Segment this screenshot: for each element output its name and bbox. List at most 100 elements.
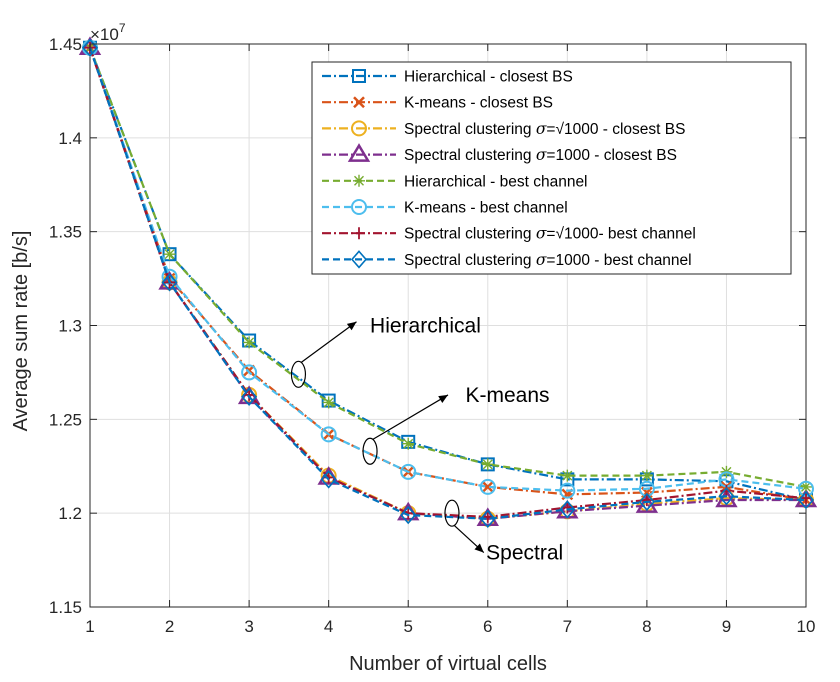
x-tick-label-7: 8 bbox=[642, 617, 651, 636]
legend-label-suffix-6: =√1000- best channel bbox=[546, 226, 695, 243]
series-7-point-7 bbox=[638, 492, 655, 512]
series-4-point-2 bbox=[243, 336, 256, 349]
series-7-point-0 bbox=[81, 38, 99, 57]
y-exponent-label: ×107 bbox=[90, 21, 126, 44]
series-6-point-5 bbox=[481, 510, 494, 523]
annotation-1: K-means bbox=[362, 384, 550, 465]
series-line-6 bbox=[88, 47, 807, 519]
annotation-ellipse-2 bbox=[444, 499, 460, 527]
annotation-0: Hierarchical bbox=[290, 315, 481, 388]
x-tick-label-1: 2 bbox=[165, 617, 174, 636]
legend-label-text-1: K-means - closest BS bbox=[404, 95, 553, 112]
legend-label-sigma-7: σ bbox=[536, 251, 547, 269]
legend-label-suffix-2: =√1000 - closest BS bbox=[546, 121, 685, 138]
legend-item-2: Spectral clustering σ=√1000 - closest BS bbox=[322, 120, 685, 138]
x-tick-label-3: 4 bbox=[324, 617, 333, 636]
legend-marker-2 bbox=[351, 120, 367, 137]
legend-label-text-6: Spectral clustering bbox=[404, 226, 536, 243]
legend-label-text-7: Spectral clustering bbox=[404, 252, 536, 269]
legend-label-0: Hierarchical - closest BS bbox=[404, 69, 573, 86]
series-5-point-6 bbox=[559, 482, 576, 499]
legend-item-4: Hierarchical - best channel bbox=[322, 173, 588, 190]
annotation-text-1: K-means bbox=[466, 384, 550, 407]
series-7-point-6 bbox=[559, 500, 576, 519]
x-tick-label-0: 1 bbox=[85, 617, 94, 636]
series-7-point-3 bbox=[320, 470, 337, 489]
y-tick-label-4: 1.35 bbox=[49, 223, 82, 242]
series-7-point-4 bbox=[400, 505, 417, 525]
series-4-point-5 bbox=[481, 458, 494, 471]
x-axis-label: Number of virtual cells bbox=[349, 653, 547, 675]
annotation-arrowhead-0 bbox=[346, 321, 357, 331]
series-line-5 bbox=[88, 47, 807, 492]
series-5-point-3 bbox=[320, 426, 337, 443]
legend-item-6: Spectral clustering σ=√1000- best channe… bbox=[322, 225, 696, 243]
legend-label-text-4: Hierarchical - best channel bbox=[404, 173, 588, 190]
series-1-point-5 bbox=[481, 481, 494, 493]
x-tick-label-4: 5 bbox=[403, 617, 412, 636]
series-5 bbox=[82, 39, 814, 499]
series-6-point-9 bbox=[800, 492, 812, 505]
legend-label-6: Spectral clustering σ=√1000- best channe… bbox=[404, 225, 696, 243]
legend-label-2: Spectral clustering σ=√1000 - closest BS bbox=[404, 120, 685, 138]
legend-marker-4 bbox=[353, 174, 365, 187]
y-exponent-base: ×10 bbox=[90, 25, 119, 44]
legend-label-1: K-means - closest BS bbox=[404, 95, 553, 112]
series-7-point-1 bbox=[161, 273, 178, 292]
legend-label-sigma-2: σ bbox=[536, 120, 547, 138]
legend-item-5: K-means - best channel bbox=[322, 199, 568, 217]
legend-item-7: Spectral clustering σ=1000 - best channe… bbox=[322, 250, 692, 269]
ticks: 1 2 3 4 5 6 7 8 9 10 1.15 1.2 1.25 1.3 1.35 1.4 1.45 bbox=[49, 35, 816, 636]
annotation-arrow-line-1 bbox=[372, 394, 449, 440]
series-4-point-9 bbox=[800, 480, 812, 493]
annotation-arrowhead-2 bbox=[474, 543, 484, 553]
legend-item-1: K-means - closest BS bbox=[322, 95, 553, 112]
legend-item-3: Spectral clustering σ=1000 - closest BS bbox=[322, 143, 677, 164]
series-7-point-2 bbox=[241, 387, 258, 407]
x-tick-label-5: 6 bbox=[483, 617, 492, 636]
legend-item-0: Hierarchical - closest BS bbox=[322, 69, 573, 86]
legend-label-sigma-3: σ bbox=[536, 146, 547, 164]
legend-marker-3 bbox=[347, 143, 371, 162]
annotation-arrowhead-1 bbox=[438, 394, 448, 403]
series-4-point-1 bbox=[163, 248, 176, 261]
legend-label-3: Spectral clustering σ=1000 - closest BS bbox=[404, 146, 677, 164]
annotation-ellipse-1 bbox=[362, 437, 378, 465]
annotation-ellipse-0 bbox=[290, 360, 307, 388]
series-5-point-4 bbox=[400, 463, 417, 480]
x-tick-label-2: 3 bbox=[244, 617, 253, 636]
series-4-point-4 bbox=[402, 437, 415, 450]
legend: Hierarchical - closest BS K-means - close… bbox=[311, 61, 792, 275]
legend-marker-7 bbox=[350, 250, 368, 269]
y-tick-label-1: 1.2 bbox=[58, 504, 82, 523]
y-tick-label-0: 1.15 bbox=[49, 598, 82, 617]
series-7-point-8 bbox=[718, 487, 735, 506]
legend-marker-0 bbox=[352, 69, 366, 83]
series-6-point-3 bbox=[322, 471, 335, 484]
annotation-arrow-line-0 bbox=[301, 321, 357, 363]
annotation-text-0: Hierarchical bbox=[370, 315, 481, 338]
legend-label-5: K-means - best channel bbox=[404, 200, 568, 217]
x-tick-label-8: 9 bbox=[722, 617, 731, 636]
series-4-point-6 bbox=[561, 469, 574, 482]
legend-marker-1 bbox=[353, 96, 365, 109]
x-tick-label-9: 10 bbox=[797, 617, 816, 636]
series-line-4 bbox=[88, 47, 807, 488]
legend-label-text-5: K-means - best channel bbox=[404, 200, 568, 217]
series-6-point-7 bbox=[640, 494, 653, 507]
series-line-7 bbox=[88, 47, 807, 520]
series-5-point-2 bbox=[241, 364, 258, 381]
series-6-point-6 bbox=[561, 501, 574, 514]
legend-marker-6 bbox=[353, 227, 365, 240]
y-tick-label-5: 1.4 bbox=[58, 129, 82, 148]
legend-box bbox=[311, 61, 792, 275]
y-axis-label: Average sum rate [b/s] bbox=[10, 231, 32, 432]
legend-label-text-0: Hierarchical - closest BS bbox=[404, 69, 573, 86]
legend-label-7: Spectral clustering σ=1000 - best channe… bbox=[404, 251, 692, 269]
series-6-point-8 bbox=[720, 484, 733, 497]
y-exponent-power: 7 bbox=[119, 21, 126, 35]
series-7-point-5 bbox=[479, 509, 496, 529]
y-tick-label-3: 1.3 bbox=[58, 317, 82, 336]
legend-marker-5 bbox=[351, 199, 367, 215]
